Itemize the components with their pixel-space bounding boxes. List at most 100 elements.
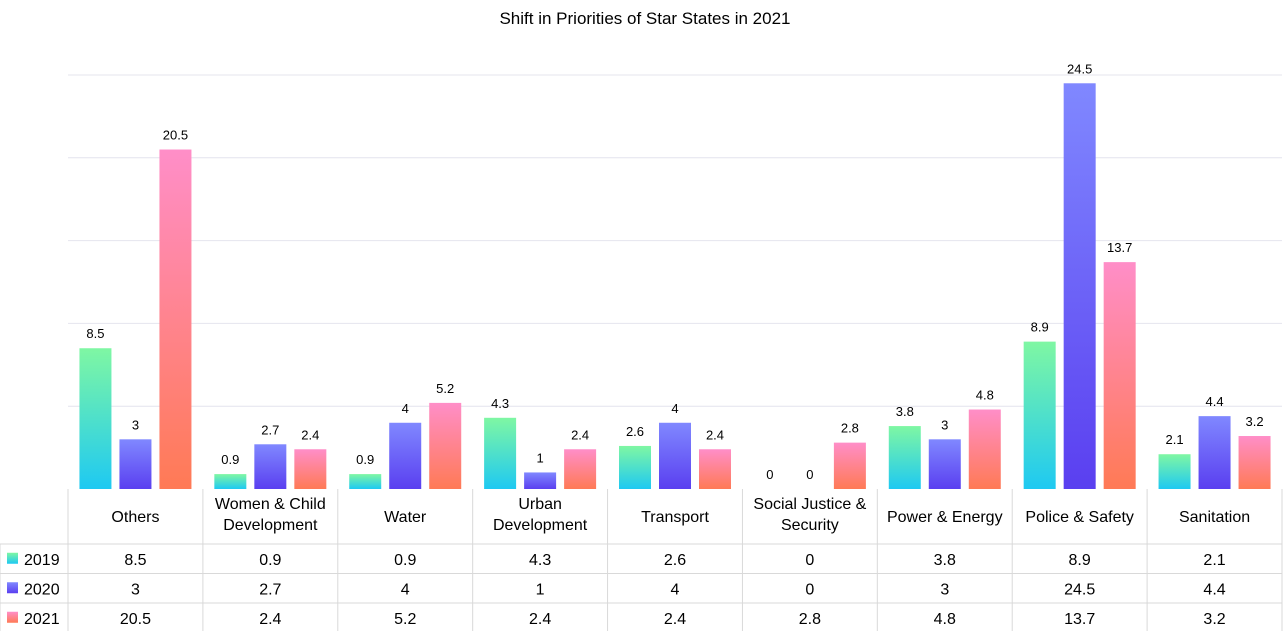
- bar-2020-2: [389, 422, 422, 489]
- category-label: Development: [493, 517, 588, 534]
- legend-key-2021: [7, 611, 18, 623]
- data-label: 4.4: [1206, 394, 1224, 409]
- data-label: 0: [766, 467, 773, 482]
- table-cell: 3.2: [1203, 611, 1225, 628]
- data-table: Others Women & Child Development Water Urban…: [0, 489, 1283, 631]
- bar-2019-2: [349, 474, 382, 489]
- data-label: 8.5: [86, 326, 104, 341]
- table-cell: 2.4: [259, 611, 281, 628]
- table-cell: 2.8: [799, 611, 821, 628]
- data-label: 8.9: [1031, 320, 1049, 335]
- data-label: 4.3: [491, 396, 509, 411]
- table-cell: 2.4: [664, 611, 686, 628]
- category-label: Security: [781, 517, 839, 534]
- data-label: 3: [941, 417, 948, 432]
- data-label: 0.9: [356, 452, 374, 467]
- bar-2021-7: [1103, 262, 1136, 489]
- bar-2019-6: [888, 426, 921, 489]
- table-cell: 3: [940, 581, 949, 598]
- data-label: 3.8: [896, 404, 914, 419]
- data-label: 4.8: [976, 388, 994, 403]
- data-label: 20.5: [163, 128, 188, 143]
- table-cell: 1: [536, 581, 545, 598]
- category-label: Others: [111, 509, 159, 526]
- table-cell: 4.8: [934, 611, 956, 628]
- bar-2020-1: [254, 444, 287, 489]
- bar-2021-5: [833, 442, 866, 489]
- category-label: Sanitation: [1179, 509, 1250, 526]
- bar-2021-0: [159, 149, 192, 489]
- bar-2019-1: [214, 474, 247, 489]
- table-cell: 2.7: [259, 581, 281, 598]
- table-cell: 0.9: [259, 552, 281, 569]
- table-cell: 3: [131, 581, 140, 598]
- legend-key-2020: [7, 582, 18, 594]
- category-label: Development: [223, 517, 318, 534]
- table-cell: 20.5: [120, 611, 151, 628]
- table-cell: 4: [401, 581, 410, 598]
- series-name: 2020: [24, 581, 60, 598]
- table-cell: 8.9: [1069, 552, 1091, 569]
- data-label: 2.1: [1166, 432, 1184, 447]
- bar-2021-3: [564, 449, 597, 489]
- table-cell: 13.7: [1064, 611, 1095, 628]
- data-label: 4: [402, 401, 409, 416]
- bar-2019-8: [1158, 454, 1191, 489]
- data-label: 0.9: [221, 452, 239, 467]
- data-label: 1: [536, 450, 543, 465]
- data-label: 2.8: [841, 421, 859, 436]
- table-cell: 2.1: [1203, 552, 1225, 569]
- table-cell: 8.5: [124, 552, 146, 569]
- data-label: 2.4: [571, 427, 589, 442]
- data-label: 2.4: [301, 427, 319, 442]
- bar-2021-4: [699, 449, 731, 489]
- bar-2021-2: [429, 402, 462, 489]
- data-label: 13.7: [1107, 240, 1132, 255]
- bar-2019-0: [79, 348, 112, 489]
- table-cell: 5.2: [394, 611, 416, 628]
- bars: [79, 83, 1271, 489]
- chart-title: Shift in Priorities of Star States in 20…: [499, 9, 790, 28]
- bar-2020-3: [524, 472, 557, 489]
- bar-2019-3: [484, 417, 517, 489]
- category-label: Urban: [518, 496, 562, 513]
- bar-labels: 8.5 3 20.5 0.9 2.7 2.4 0.9 4 5.2 4.3 1 2.4 2.6 4 2.4 0 0…: [86, 61, 1263, 482]
- bar-2019-4: [619, 445, 651, 489]
- bar-2020-0: [119, 439, 152, 489]
- data-label: 2.6: [626, 424, 644, 439]
- bar-2020-8: [1198, 416, 1231, 489]
- category-label: Water: [384, 509, 427, 526]
- table-cell: 3.8: [934, 552, 956, 569]
- category-label: Transport: [641, 509, 709, 526]
- bar-2020-4: [659, 422, 691, 489]
- bar-2021-6: [968, 409, 1001, 489]
- category-label: Power & Energy: [887, 509, 1003, 526]
- data-label: 0: [806, 467, 813, 482]
- data-label: 4: [671, 401, 678, 416]
- data-label: 2.7: [261, 422, 279, 437]
- table-cell: 2.4: [529, 611, 551, 628]
- bar-2020-7: [1063, 83, 1096, 489]
- bar-2020-6: [928, 439, 961, 489]
- category-label: Social Justice &: [753, 496, 866, 513]
- series-name: 2021: [24, 611, 60, 628]
- category-label: Police & Safety: [1025, 509, 1134, 526]
- data-label: 5.2: [436, 381, 454, 396]
- table-cell: 0.9: [394, 552, 416, 569]
- gridlines: [68, 74, 1282, 407]
- category-label: Women & Child: [215, 496, 326, 513]
- table-cell: 0: [805, 581, 814, 598]
- table-cell: 4.3: [529, 552, 551, 569]
- table-cell: 4.4: [1203, 581, 1225, 598]
- table-cell: 24.5: [1064, 581, 1095, 598]
- table-cell: 4: [671, 581, 680, 598]
- table-cell: 2.6: [664, 552, 686, 569]
- data-label: 24.5: [1067, 61, 1092, 76]
- bar-2019-7: [1023, 341, 1056, 489]
- data-label: 3: [132, 417, 139, 432]
- bar-2021-8: [1238, 436, 1271, 489]
- data-label: 2.4: [706, 427, 724, 442]
- legend-key-2019: [7, 552, 18, 564]
- table-cell: 0: [805, 552, 814, 569]
